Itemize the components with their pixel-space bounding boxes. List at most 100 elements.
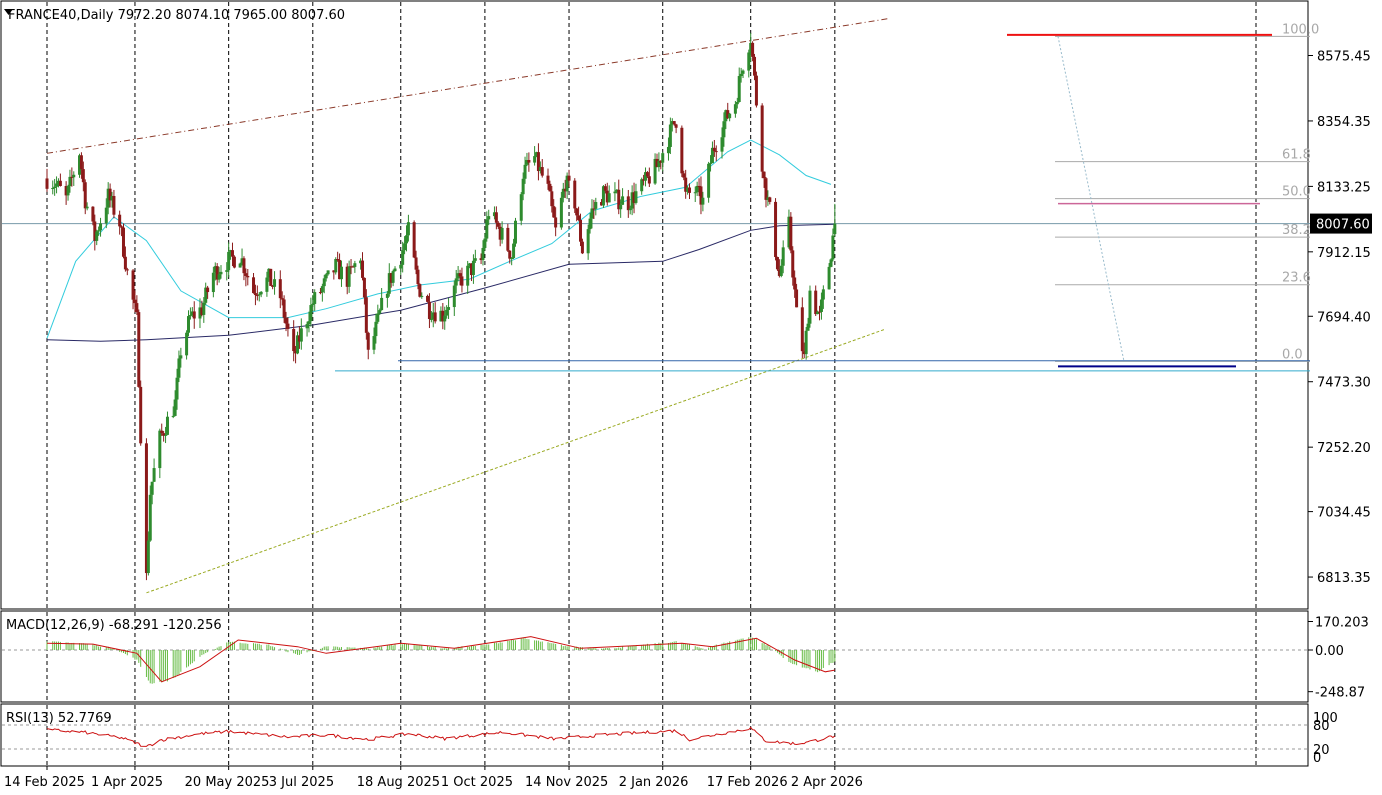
candle-body [252, 277, 256, 294]
candle-body [232, 256, 236, 268]
candle-body [345, 266, 349, 287]
candle-body [401, 250, 405, 265]
candle-body [99, 223, 103, 231]
candle-body [774, 201, 778, 258]
candle-body [148, 494, 152, 541]
candle-body [171, 415, 175, 417]
candle-body [406, 222, 410, 236]
candle-body [412, 222, 416, 258]
x-tick-label: 2 Jan 2026 [619, 775, 689, 790]
candle-body [334, 259, 338, 273]
candle-body [831, 235, 835, 260]
candle-body [246, 275, 250, 278]
candle-body [447, 307, 451, 310]
candle-body [429, 318, 433, 320]
candle-body [548, 183, 552, 192]
candle-body [95, 231, 99, 241]
candle-body [230, 250, 234, 257]
candle-body [51, 188, 55, 190]
candle-body [175, 377, 179, 400]
candle-body [299, 328, 303, 342]
rsi-line [46, 726, 836, 747]
candle-body [385, 293, 389, 298]
candle-body [267, 268, 271, 278]
candle-body [684, 177, 688, 192]
candle-body [833, 223, 837, 235]
candle-body [144, 443, 148, 574]
macd-signal-line [46, 636, 835, 683]
candle-body [470, 263, 474, 276]
candle-body [789, 216, 793, 251]
candle-body [97, 230, 101, 232]
candle-body [661, 153, 665, 163]
candle-body [150, 481, 154, 495]
candle-body [110, 195, 114, 201]
candle-body [64, 185, 68, 196]
candle-body [657, 160, 661, 168]
candle-body [85, 206, 89, 209]
rsi-y-tick-label: 0 [1313, 751, 1321, 766]
macd-panel: 170.203 0.00 -248.87 [2, 616, 1369, 701]
rsi-y-tick-label: 80 [1313, 719, 1330, 734]
rsi-y-tick-label: 20 [1313, 743, 1330, 758]
candle-body [806, 323, 810, 331]
candle-body [668, 124, 672, 147]
candle-body [590, 208, 594, 219]
candle-body [351, 266, 355, 268]
candle-body [821, 289, 825, 300]
candle-body [749, 42, 753, 53]
candle-body [426, 295, 430, 302]
fib-anchor-line [1057, 36, 1125, 362]
candle-body [162, 433, 166, 436]
candle-body [135, 303, 139, 313]
candle-body [292, 328, 296, 352]
price-axis: 8575.45 8354.35 8133.25 7912.15 7694.40 7473.… [1308, 50, 1371, 586]
candle-body [269, 268, 273, 286]
candle-body [81, 169, 85, 183]
candle-body [295, 335, 299, 354]
candle-body [349, 266, 353, 268]
candle-body [615, 189, 619, 192]
candle-body [506, 227, 510, 251]
candle-body [617, 189, 621, 210]
candle-body [753, 56, 757, 76]
y-tick-label: 7252.20 [1317, 441, 1371, 456]
candle-body [297, 335, 301, 342]
candle-body [766, 197, 770, 200]
candle-body [188, 315, 192, 317]
candle-body [72, 174, 76, 178]
fib-level-label: 0.0 [1282, 347, 1303, 362]
candle-body [533, 156, 537, 163]
candle-body [630, 192, 634, 209]
candle-body [603, 186, 607, 191]
candle-body [305, 324, 309, 329]
candle-body [56, 180, 60, 184]
candle-body [190, 311, 194, 316]
fib-level-label: 23.6 [1282, 271, 1311, 286]
candle-body [416, 269, 420, 285]
candle-body [313, 292, 317, 304]
candle-body [686, 187, 690, 192]
candle-body [202, 302, 206, 315]
candle-body [818, 311, 822, 313]
candle-body [376, 313, 380, 322]
candle-body [106, 188, 110, 208]
fast-moving-average [46, 139, 832, 339]
candle-body [158, 430, 162, 469]
candle-body [613, 191, 617, 194]
candle-body [211, 272, 215, 293]
symbol-ohlc-header: FRANCE40,Daily 7972.20 8074.10 7965.00 8… [8, 8, 345, 23]
candle-body [733, 104, 737, 114]
candle-body [535, 152, 539, 157]
candle-body [229, 250, 233, 252]
candle-body [525, 160, 529, 165]
candle-body [701, 197, 705, 205]
candle-body [751, 42, 755, 57]
price-candles [45, 32, 837, 581]
candle-body [68, 176, 72, 187]
rsi-label: RSI(13) 52.7769 [6, 711, 112, 726]
candle-body [682, 173, 686, 178]
candle-body [674, 124, 678, 128]
